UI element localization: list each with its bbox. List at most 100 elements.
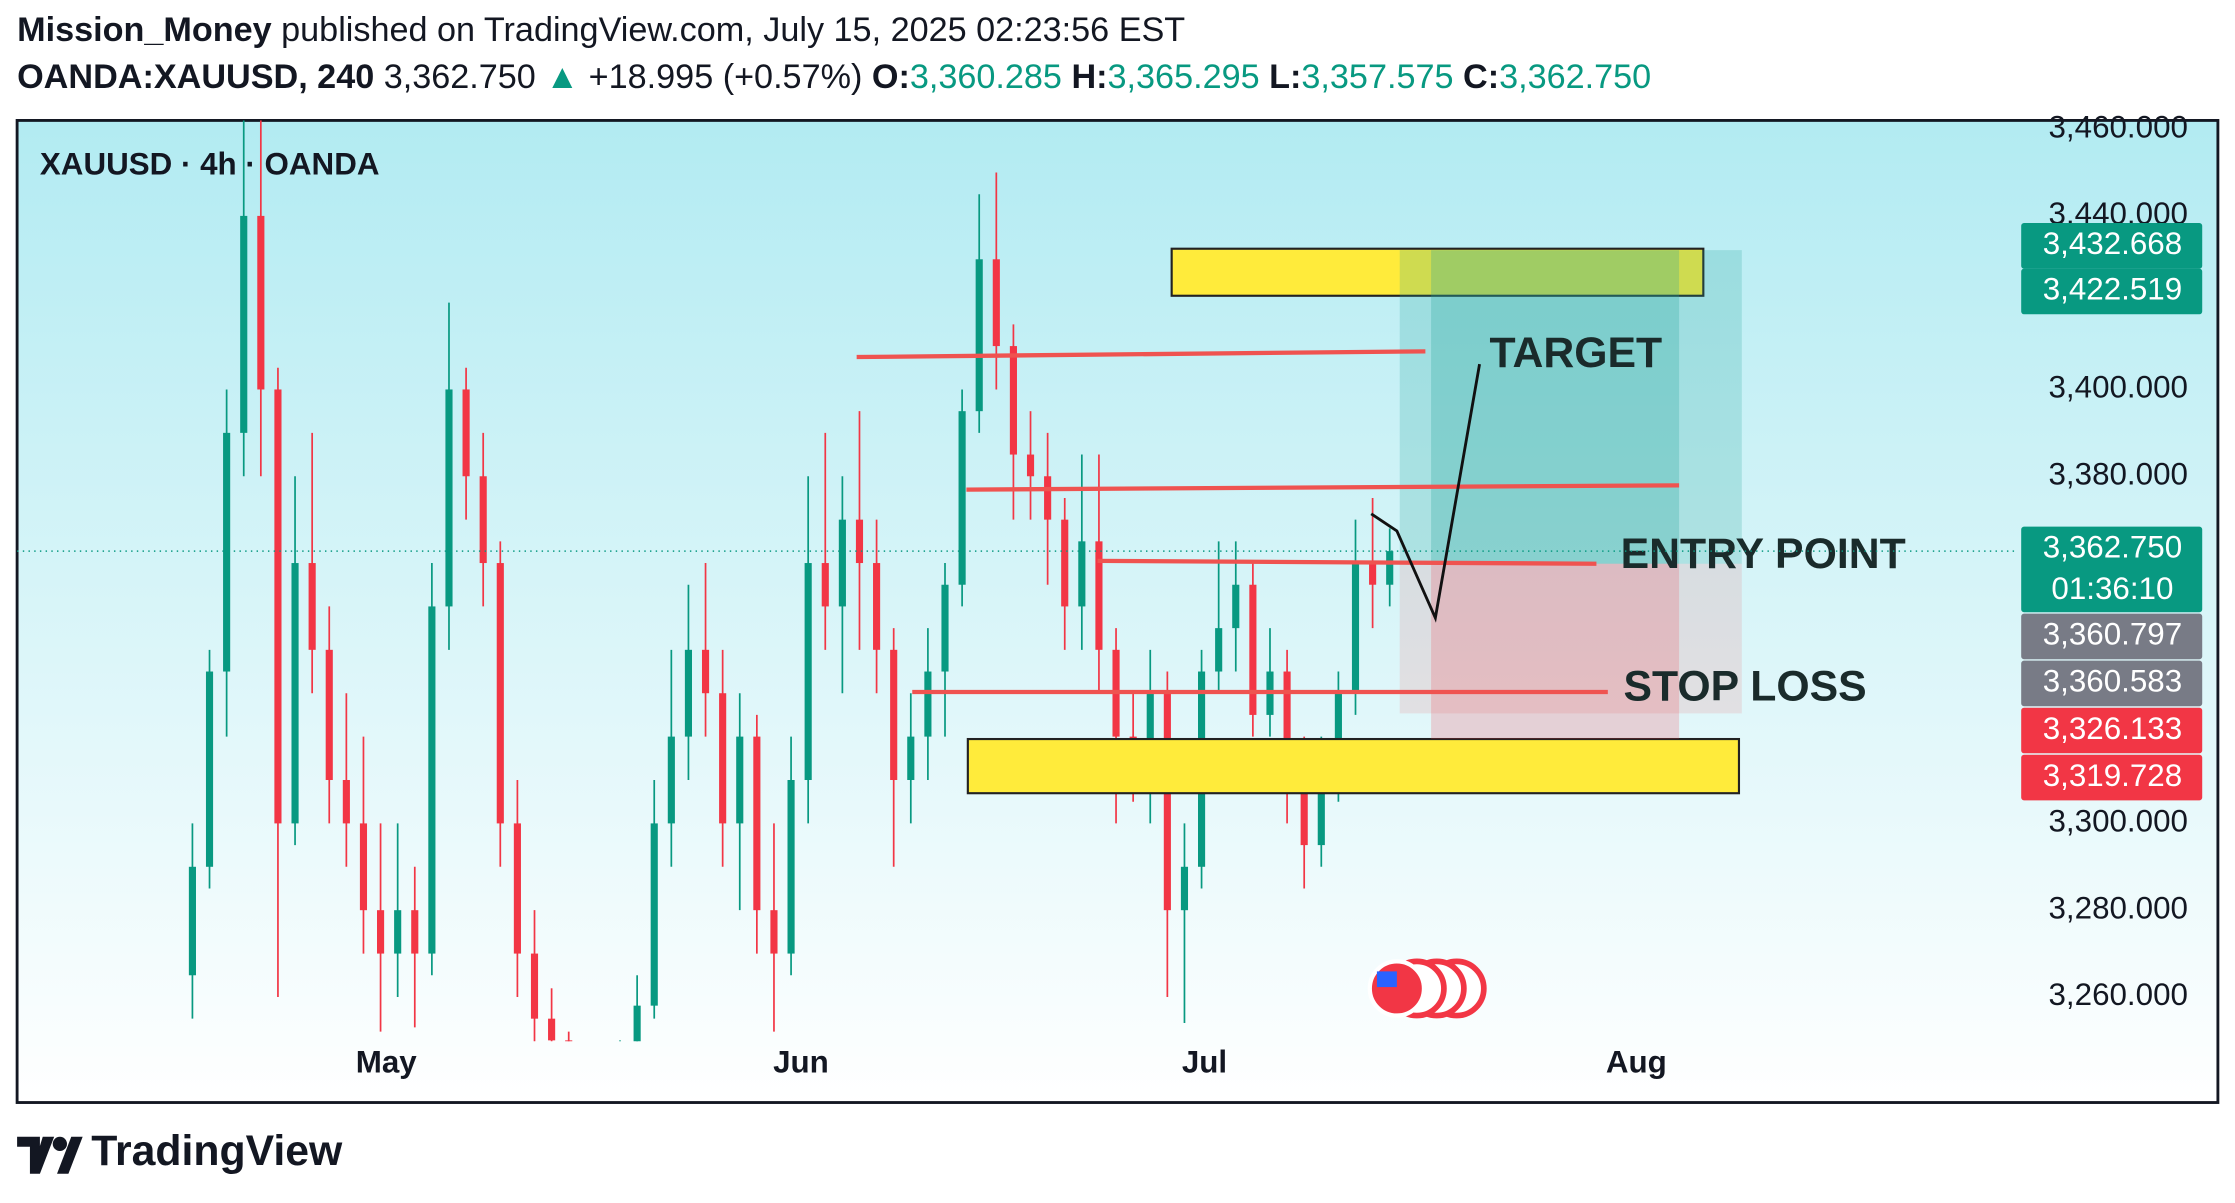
candle-body	[1163, 693, 1171, 911]
candle-body	[873, 563, 881, 650]
candle-body	[1078, 541, 1086, 607]
candle-body	[1146, 693, 1154, 759]
candle-body	[1232, 584, 1240, 629]
published: published on TradingView.com, July 15, 2…	[272, 11, 1186, 49]
c: 3,362.750	[1499, 58, 1651, 96]
candle-body	[1351, 563, 1360, 694]
candle-body	[479, 476, 487, 564]
candle-body	[308, 563, 316, 650]
candle-body	[274, 389, 282, 824]
candle-body	[462, 389, 470, 477]
last: 3,362.750	[384, 58, 536, 96]
price-badge	[2021, 268, 2203, 315]
candle-body	[325, 649, 333, 781]
price-badge-label: 3,432.668	[2043, 226, 2182, 261]
y-tick-label: 3,280.000	[2049, 890, 2188, 925]
candle-body	[1334, 693, 1342, 781]
chart-frame	[15, 119, 2220, 1104]
price-badge	[2021, 660, 2203, 707]
candle-body	[291, 563, 299, 824]
candle-body	[342, 780, 350, 824]
candle-body	[770, 910, 778, 954]
candle-body	[205, 671, 214, 867]
candle-body	[1009, 346, 1017, 455]
arrow: ▲	[545, 58, 579, 96]
candle-body	[223, 432, 231, 672]
annotation: TARGET	[1490, 329, 1663, 377]
candle-body	[1386, 551, 1394, 585]
candle-body	[240, 215, 248, 433]
candle-body	[411, 910, 419, 954]
x-tick-label: May	[356, 1044, 418, 1079]
candle-body	[804, 563, 812, 781]
annotation: STOP LOSS	[1624, 662, 1867, 710]
candles	[188, 120, 1394, 1127]
price-badge-label: 3,326.133	[2043, 711, 2182, 746]
candle-body	[530, 953, 539, 1019]
candle-body	[359, 823, 368, 911]
c-label: C:	[1463, 58, 1499, 96]
y-tick-label: 3,260.000	[2049, 977, 2188, 1012]
author: Mission_Money	[17, 11, 272, 49]
candle-body	[941, 584, 949, 672]
change: +18.995 (+0.57%)	[589, 58, 863, 96]
countdown: 01:36:10	[2051, 571, 2173, 606]
price-badge	[2021, 223, 2203, 269]
candle-body	[188, 866, 196, 976]
x-tick-label: Aug	[1606, 1044, 1667, 1079]
target-box	[1399, 250, 1742, 564]
axes: 3,460.0003,440.0003,400.0003,380.0003,30…	[17, 109, 2203, 1079]
candle-body	[599, 1105, 606, 1127]
candle-body	[821, 563, 829, 607]
candle-body	[1369, 563, 1377, 585]
candle-body	[1317, 780, 1325, 846]
o-label: O:	[872, 58, 910, 96]
price-badge	[2021, 526, 2203, 613]
candle-body	[1249, 584, 1257, 715]
price-badge-label: 3,422.519	[2043, 272, 2182, 307]
candle-body	[496, 563, 504, 824]
y-tick-label: 3,460.000	[2049, 109, 2188, 144]
annotation: ENTRY POINT	[1621, 530, 1906, 578]
candle-body	[992, 259, 1000, 347]
candle-body	[907, 736, 915, 781]
candle-body	[257, 215, 265, 390]
logo	[17, 1136, 83, 1174]
price-badge-label: 3,360.583	[2043, 664, 2182, 699]
o: 3,360.285	[910, 58, 1062, 96]
pane-title: XAUUSD · 4h · OANDA	[40, 146, 380, 181]
price-badge	[2021, 754, 2203, 801]
level-line	[966, 483, 1680, 492]
candle-body	[1044, 476, 1052, 520]
candle-body	[838, 519, 846, 607]
candle-body	[787, 780, 795, 954]
price-badge	[2021, 613, 2203, 660]
candle-body	[924, 671, 932, 737]
x-tick-label: Jun	[773, 1044, 829, 1079]
candle-body	[1061, 519, 1069, 607]
candle-body	[736, 736, 744, 824]
candle-body	[1215, 628, 1223, 672]
candle-body	[650, 823, 658, 1006]
l-label: L:	[1269, 58, 1301, 96]
price-badge-label: 3,319.728	[2043, 758, 2182, 793]
symbol: OANDA:XAUUSD, 240	[17, 58, 374, 96]
candle-body	[377, 910, 385, 954]
candle-body	[1180, 866, 1189, 911]
candle-body	[1026, 454, 1035, 477]
candle-body	[394, 910, 402, 954]
stop-box	[1431, 563, 1680, 740]
brand: TradingView	[91, 1127, 343, 1175]
supply-zone	[1170, 247, 1705, 297]
header-line: Mission_Money published on TradingView.c…	[17, 11, 1185, 49]
candle-body	[855, 519, 864, 564]
target-box	[1431, 250, 1680, 564]
y-tick-label: 3,300.000	[2049, 804, 2188, 839]
stop-box	[1399, 563, 1742, 714]
h: 3,365.295	[1108, 58, 1260, 96]
demand-zone	[966, 737, 1741, 795]
price-badge-label: 3,362.750	[2043, 530, 2182, 565]
candle-body	[890, 649, 898, 781]
